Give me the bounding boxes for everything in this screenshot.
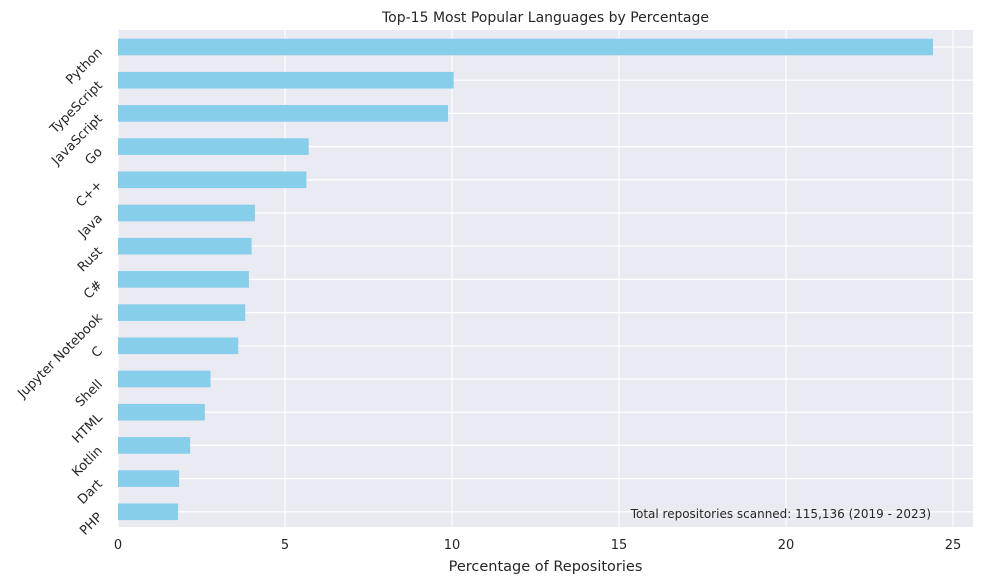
bar-shell xyxy=(118,370,211,388)
y-tick-label: C xyxy=(89,344,106,361)
y-tick-label: HTML xyxy=(70,410,107,447)
bar-dart xyxy=(118,470,180,487)
y-tick-label: Kotlin xyxy=(69,444,105,480)
bar-html xyxy=(118,403,205,421)
y-tick-label: Go xyxy=(82,145,105,168)
y-tick-label: PHP xyxy=(77,510,106,539)
y-tick-labels: PythonTypeScriptJavaScriptGoC++JavaRustC… xyxy=(15,45,107,538)
x-axis-label: Percentage of Repositories xyxy=(449,559,643,575)
y-tick-label: Shell xyxy=(73,377,106,410)
y-tick-label: Dart xyxy=(75,477,106,508)
bar-jupyter-notebook xyxy=(118,304,246,321)
bar-python xyxy=(118,38,933,56)
y-tick-label: C# xyxy=(81,278,106,303)
bar-javascript xyxy=(118,105,448,122)
bar-go xyxy=(118,138,309,155)
y-tick-label: C++ xyxy=(73,178,105,210)
x-tick-label: 25 xyxy=(945,538,962,553)
x-tick-label: 5 xyxy=(281,538,289,553)
bar-php xyxy=(118,503,179,521)
x-tick-label: 0 xyxy=(114,538,122,553)
bar-typescript xyxy=(118,71,454,89)
x-tick-labels: 0 5 10 15 20 25 xyxy=(114,538,961,553)
annotation-text: Total repositories scanned: 115,136 (201… xyxy=(630,507,931,521)
bar-rust xyxy=(118,237,252,255)
bar-kotlin xyxy=(118,437,191,454)
bar-java xyxy=(118,204,255,222)
y-tick-label: Python xyxy=(63,45,105,87)
bar-c xyxy=(118,337,239,355)
bar-c- xyxy=(118,171,307,189)
y-tick-label: Rust xyxy=(75,244,106,275)
chart-title: Top-15 Most Popular Languages by Percent… xyxy=(381,10,709,26)
bar-c- xyxy=(118,271,249,288)
bars xyxy=(118,38,933,521)
x-tick-label: 10 xyxy=(444,538,461,553)
x-tick-label: 15 xyxy=(611,538,628,553)
y-tick-label: Java xyxy=(75,211,106,242)
x-tick-label: 20 xyxy=(778,538,795,553)
